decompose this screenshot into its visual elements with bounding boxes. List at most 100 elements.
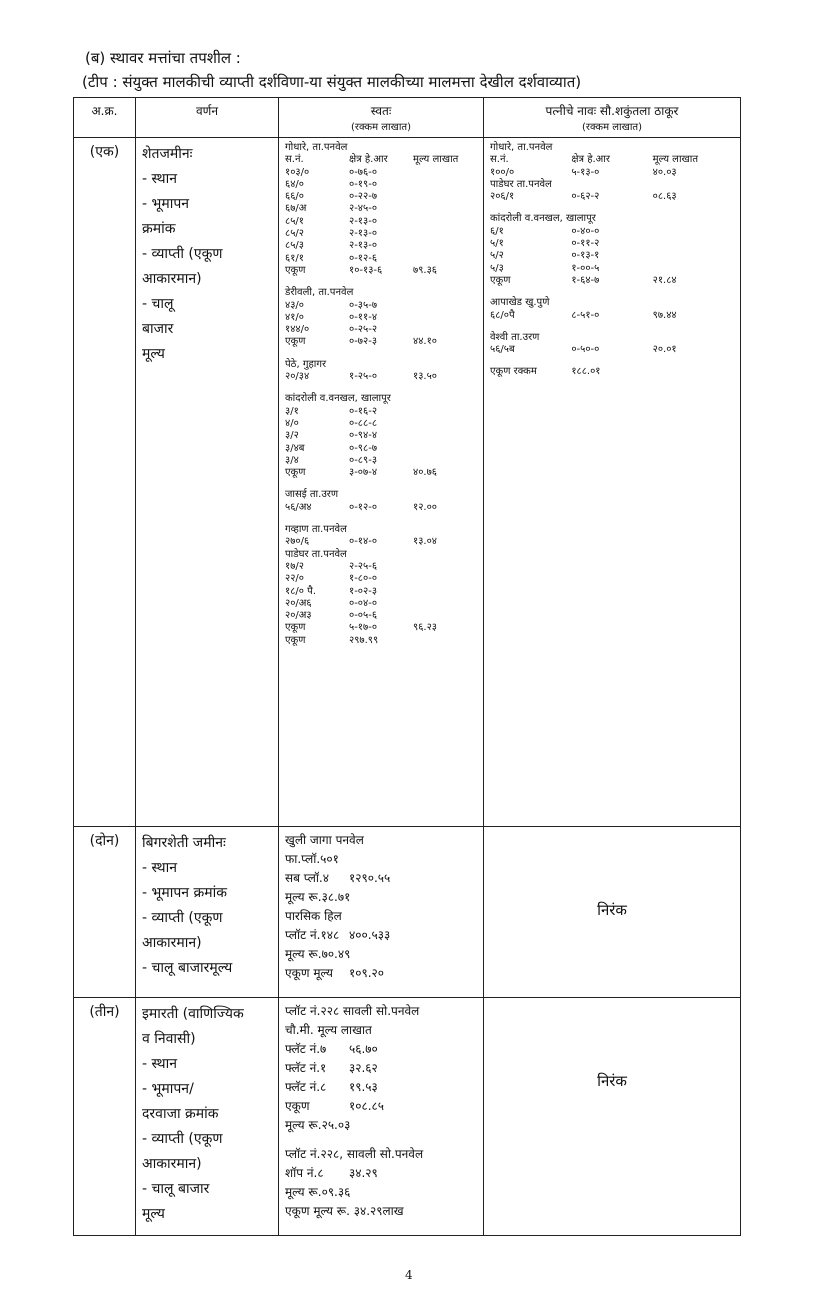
entry-cell: १-००-५ [571,262,600,274]
entry-line: ८५/३ २-१३-० [285,240,477,252]
entry-line: चौ.मी. मूल्य लाखात [285,1021,477,1040]
table-row: (दोन) बिगरशेती जमीनः - स्थान - भूमापन क्रमा… [73,826,741,998]
entry-line: मूल्य रू.०९.३६ [285,1183,477,1202]
entry-line: २०/३४ १-२५-० १३.५० [285,371,477,383]
entry-group: प्लॉट नं.२२८, सावली सो.पनवेल शॉप नं.८ ३४.२… [285,1145,477,1221]
entry-line: आपाखेड खु.पुणे [490,297,734,309]
entry-cell: फ्लॅट नं.८ [285,1080,327,1094]
entry-cell: ०-१३-१ [571,250,600,262]
entry-cell: ५/३ [490,262,504,274]
spouse-details: निरंक [483,997,741,1236]
entry-line: पारसिक हिल [285,907,477,926]
entry-line: ६१/१ ०-१२-६ [285,253,477,265]
entry-line: स.नं. क्षेत्र हे.आर मूल्य लाखात [285,154,477,166]
col-head: पत्नीचे नावः सौ.शकुंतला ठाकूर (रक्कम लाखा… [483,97,741,138]
entry-cell: २-१३-० [349,228,378,240]
entry-line: १४४/० ०-२५-२ [285,324,477,336]
entry-cell: २-१३-० [349,215,378,227]
entry-cell: ०-८८-८ [349,417,378,429]
entry-line: गोधारे, ता.पनवेल [285,142,477,154]
entry-cell: २०/३४ [285,371,310,383]
desc-line: - व्याप्ती (एकूण [142,910,223,926]
entry-line: कांदरोली व.वनखल, खालापूर [285,393,477,405]
entry-line: ३/४ ०-८९-३ [285,455,477,467]
entry-cell: ०-२२-७ [349,191,378,203]
entry-group: गोधारे, ता.पनवेल स.नं. क्षेत्र हे.आर मूल्य … [285,142,477,277]
desc-line: - भूमापन/ [142,1081,194,1097]
entry-line: एकूण २९७.९९ [285,635,477,647]
entry-cell: २१.८४ [652,274,677,286]
entry-group: खुली जागा पनवेल फा.प्लॉ.५०१ सब प्लॉ.४ १२९०.… [285,831,477,983]
entry-line: पाडेघर ता.पनवेल [285,549,477,561]
desc-line: आकारमान) [142,935,202,951]
entry-cell: क्षेत्र हे.आर [349,154,388,166]
entry-cell: २०/अ३ [285,610,312,622]
desc-line: - भूमापन [142,196,190,212]
entry-cell: एकूण [285,264,306,276]
entry-group: गोधारे, ता.पनवेल स.नं. क्षेत्र हे.आर मूल्य … [490,142,734,203]
entry-cell: फ्लॅट नं.१ [285,1061,327,1075]
entry-cell: खुली जागा पनवेल [285,833,364,847]
entry-cell: ८५/३ [285,240,304,252]
entry-cell: ०-१२-६ [349,252,378,264]
entry-line: ८५/१ २-१३-० [285,216,477,228]
description: शेतजमीनः - स्थान - भूमापन क्रमांक - व्याप्ती… [135,137,279,827]
entry-group: निरंक [490,1072,734,1091]
entry-cell: १-०२-३ [349,585,378,597]
entry-cell: ६७/अ [285,203,307,215]
entry-line: ६/१ ०-४०-० [490,226,734,238]
entry-line: डेरीवली, ता.पनवेल [285,287,477,299]
entry-line: ४/० ०-८८-८ [285,418,477,430]
entry-cell: ९७.४४ [652,309,677,321]
entry-cell: ६४/० [285,178,304,190]
entry-line: एकूण ३-०७-४ ४०.७६ [285,467,477,479]
entry-line: ६६/० ०-२२-७ [285,191,477,203]
entry-cell: निरंक [597,1072,627,1090]
entry-line: एकूण मूल्य रू. ३४.२९लाख [285,1202,477,1221]
entry-line: २०/अ६ ०-०४-० [285,598,477,610]
entry-line: एकूण ०-७२-३ ४४.१० [285,336,477,348]
entry-cell: एकूण मूल्य [285,966,333,980]
description: इमारती (वाणिज्यिक व निवासी) - स्थान - भूमाप… [135,997,279,1236]
entry-line: फा.प्लॉ.५०१ [285,850,477,869]
entry-cell: मूल्य रू.३८.७१ [285,890,351,904]
table-row: (तीन) इमारती (वाणिज्यिक व निवासी) - स्थान - … [73,997,741,1236]
entry-group: वेश्वी ता.उरण ५६/५ब ०-५०-० २०.०१ [490,332,734,357]
desc-line: दरवाजा क्रमांक [142,1106,219,1122]
entry-line: प्लॉट नं.१४८ ४००.५३३ [285,926,477,945]
entry-cell: १०८.८५ [349,1099,385,1113]
desc-line: शेतजमीनः [142,146,193,162]
entry-cell: १०९.२० [349,966,385,980]
row-number: (दोन) [73,826,136,998]
entry-line: निरंक [490,901,734,920]
entry-group: आपाखेड खु.पुणे ६८/०पै ८-५१-० ९७.४४ [490,297,734,322]
entry-cell: १८८.०१ [571,366,601,378]
entry-line: मूल्य रू.२५.०३ [285,1116,477,1135]
entry-cell: २०/अ६ [285,597,312,609]
entry-line: एकूण १-६४-७ २१.८४ [490,275,734,287]
desc-line: - स्थान [142,1056,178,1072]
entry-cell: १७/२ [285,560,304,572]
entry-cell: ३४.२९ [349,1166,378,1180]
entry-cell: मूल्य लाखात [413,154,459,166]
entry-line: १००/० ५-१३-० ४०.०३ [490,167,734,179]
entry-cell: ५/१ [490,238,504,250]
entry-cell: एकूण मूल्य रू. ३४.२९लाख [285,1204,404,1218]
desc-line: इमारती (वाणिज्यिक [142,1006,244,1022]
entry-cell: १२९०.५५ [349,871,391,885]
entry-cell: मूल्य लाखात [652,154,699,166]
desc-line: - चालू [142,296,174,312]
entry-line: एकूण ५-१७-० ९६.२३ [285,622,477,634]
entry-line: मूल्य रू.३८.७१ [285,888,477,907]
entry-cell: पाडेघर ता.पनवेल [490,178,552,190]
entry-line: खुली जागा पनवेल [285,831,477,850]
entry-cell: ८५/२ [285,228,304,240]
entry-cell: २९७.९९ [349,634,379,646]
section-title: (ब) स्थावर मत्तांचा तपशील : [85,49,241,67]
page-number: 4 [405,1268,413,1282]
entry-line: ५६/५ब ०-५०-० २०.०१ [490,344,734,356]
entry-line: ६७/अ २-४५-० [285,203,477,215]
entry-line: सब प्लॉ.४ १२९०.५५ [285,869,477,888]
entry-line: शॉप नं.८ ३४.२९ [285,1164,477,1183]
entry-cell: ५-१७-० [349,622,378,634]
